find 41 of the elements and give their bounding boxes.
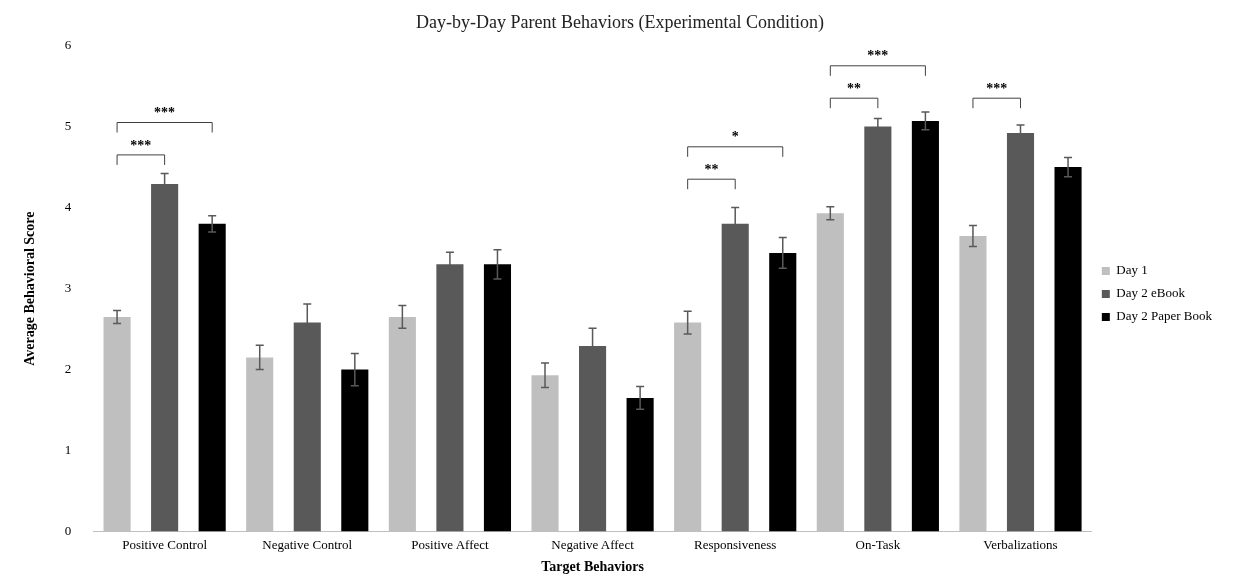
bar [103,316,131,532]
annotation: * [731,129,739,145]
x-axis-title: Target Behaviors [541,559,645,575]
bar [341,369,369,532]
annotation: *** [130,137,152,153]
bar [674,322,702,532]
x-tick-label: Positive Affect [411,536,489,552]
annotation: ** [847,80,862,96]
legend-label: Day 2 Paper Book [1116,308,1213,324]
bar [769,252,797,532]
legend-label: Day 2 eBook [1116,285,1186,301]
y-tick-label: 6 [64,37,72,53]
chart-title: Day-by-Day Parent Behaviors (Experimental Condition) [416,11,824,33]
x-tick-label: Verbalizations [983,536,1058,552]
x-tick-label: Responsiveness [694,536,777,552]
bar [816,213,844,532]
annotation: *** [867,48,889,64]
y-tick-label: 4 [64,199,72,215]
x-tick-label: On-Task [855,536,901,552]
bar [531,375,559,532]
y-tick-label: 0 [64,523,72,539]
x-tick-label: Negative Control [262,536,353,552]
bar [626,397,654,532]
annotation: *** [154,105,176,121]
bar [911,120,939,532]
y-tick-label: 2 [64,361,72,377]
y-tick-label: 1 [64,442,72,458]
bar [198,223,226,532]
y-tick-label: 5 [64,118,72,134]
annotation: ** [704,161,719,177]
x-tick-label: Negative Affect [551,536,635,552]
y-tick-label: 3 [64,280,72,296]
bar [1054,167,1082,532]
bar [483,264,512,532]
x-tick-label: Positive Control [122,536,208,552]
annotation: *** [986,80,1008,96]
bar [246,357,274,532]
bar [959,235,987,532]
y-axis-title: Average Behavioral Score [22,211,38,366]
bar [388,316,416,532]
legend-label: Day 1 [1116,262,1148,278]
